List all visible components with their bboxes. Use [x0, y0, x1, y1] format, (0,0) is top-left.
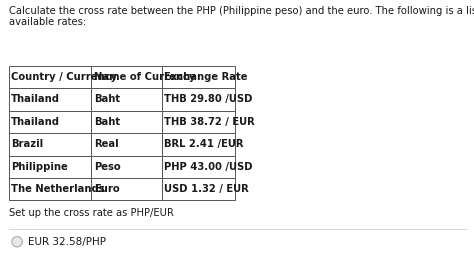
Text: Thailand: Thailand — [11, 94, 60, 104]
Bar — [9, 133, 91, 156]
Text: The Netherlands: The Netherlands — [11, 184, 105, 194]
Text: Thailand: Thailand — [11, 117, 60, 127]
Text: EUR 32.58/PHP: EUR 32.58/PHP — [28, 237, 107, 247]
Text: BRL 2.41 /EUR: BRL 2.41 /EUR — [164, 139, 244, 149]
Ellipse shape — [12, 237, 22, 247]
Bar — [9, 111, 91, 133]
Text: Philippine: Philippine — [11, 162, 68, 172]
Bar — [9, 88, 91, 111]
Bar — [162, 111, 235, 133]
Bar — [162, 66, 235, 88]
Text: PHP 43.00 /USD: PHP 43.00 /USD — [164, 162, 253, 172]
Text: Peso: Peso — [94, 162, 120, 172]
Text: Country / Currency: Country / Currency — [11, 72, 117, 82]
Bar — [91, 88, 162, 111]
Text: Name of Currency: Name of Currency — [94, 72, 195, 82]
Text: Brazil: Brazil — [11, 139, 43, 149]
Bar — [91, 156, 162, 178]
Bar — [91, 178, 162, 200]
Text: THB 38.72 / EUR: THB 38.72 / EUR — [164, 117, 255, 127]
Text: Exchange Rate: Exchange Rate — [164, 72, 247, 82]
Text: Real: Real — [94, 139, 118, 149]
Bar — [91, 133, 162, 156]
Bar — [162, 133, 235, 156]
Text: Set up the cross rate as PHP/EUR: Set up the cross rate as PHP/EUR — [9, 208, 173, 218]
Text: Baht: Baht — [94, 117, 120, 127]
Text: available rates:: available rates: — [9, 17, 86, 27]
Text: Euro: Euro — [94, 184, 119, 194]
Bar — [9, 156, 91, 178]
Text: Baht: Baht — [94, 94, 120, 104]
Text: Calculate the cross rate between the PHP (Philippine peso) and the euro. The fol: Calculate the cross rate between the PHP… — [9, 6, 474, 17]
Bar — [162, 88, 235, 111]
Bar — [91, 66, 162, 88]
Bar — [9, 178, 91, 200]
Bar — [162, 178, 235, 200]
Bar — [162, 156, 235, 178]
Text: THB 29.80 /USD: THB 29.80 /USD — [164, 94, 252, 104]
Bar — [9, 66, 91, 88]
Text: USD 1.32 / EUR: USD 1.32 / EUR — [164, 184, 249, 194]
Bar — [91, 111, 162, 133]
